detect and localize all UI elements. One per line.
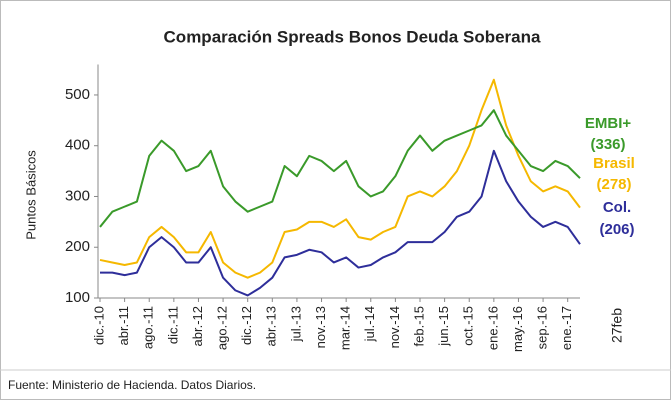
x-tick-label: nov.-14 bbox=[387, 306, 402, 348]
source: Fuente: Ministerio de Hacienda. Datos Di… bbox=[8, 378, 256, 392]
x-tick-label: oct.-15 bbox=[461, 306, 476, 346]
y-tick-label: 200 bbox=[65, 238, 90, 255]
end-value-label: (206) bbox=[599, 221, 634, 238]
x-tick-label: ene.-17 bbox=[559, 306, 574, 350]
x-tick-label: feb.-15 bbox=[411, 306, 426, 346]
x-tick-label: jul.-13 bbox=[288, 306, 303, 342]
x-tick-label: abr.-13 bbox=[264, 306, 279, 346]
x-tick-label: ene.-16 bbox=[485, 306, 500, 350]
x-tick-label: jul.-14 bbox=[362, 306, 377, 342]
x-tick-label: may.-16 bbox=[510, 306, 525, 352]
end-value-label: (278) bbox=[596, 176, 631, 193]
series-line bbox=[99, 78, 581, 279]
x-tick-label: dic.-10 bbox=[91, 306, 106, 345]
y-axis-label: Puntos Básicos bbox=[23, 150, 38, 240]
x-tick-label: nov.-13 bbox=[313, 306, 328, 348]
x-tick-label: ago.-12 bbox=[215, 306, 230, 350]
y-tick-label: 400 bbox=[65, 137, 90, 154]
x-tick-label: dic.-12 bbox=[239, 306, 254, 345]
x-tick-label: abr.-11 bbox=[116, 306, 131, 346]
series-line bbox=[100, 149, 581, 297]
chart-title: Comparación Spreads Bonos Deuda Soberana bbox=[164, 27, 541, 46]
y-tick-label: 500 bbox=[65, 86, 90, 103]
series-name: Brasil bbox=[593, 155, 635, 172]
series-name: EMBI+ bbox=[585, 115, 632, 132]
y-tick-label: 300 bbox=[65, 187, 90, 204]
series-line bbox=[99, 109, 581, 228]
x-tick-label: mar.-14 bbox=[338, 306, 353, 350]
end-date: 27feb bbox=[609, 308, 625, 343]
y-tick-label: 100 bbox=[65, 289, 90, 306]
x-tick-label: dic.-11 bbox=[165, 306, 180, 344]
series-name: Col. bbox=[603, 199, 631, 216]
x-tick-label: abr.-12 bbox=[190, 306, 205, 346]
x-tick-label: jun.-15 bbox=[436, 306, 451, 347]
end-value-label: (336) bbox=[590, 136, 625, 153]
x-tick-label: sep.-16 bbox=[535, 306, 550, 349]
x-tick-label: ago.-11 bbox=[141, 306, 156, 349]
